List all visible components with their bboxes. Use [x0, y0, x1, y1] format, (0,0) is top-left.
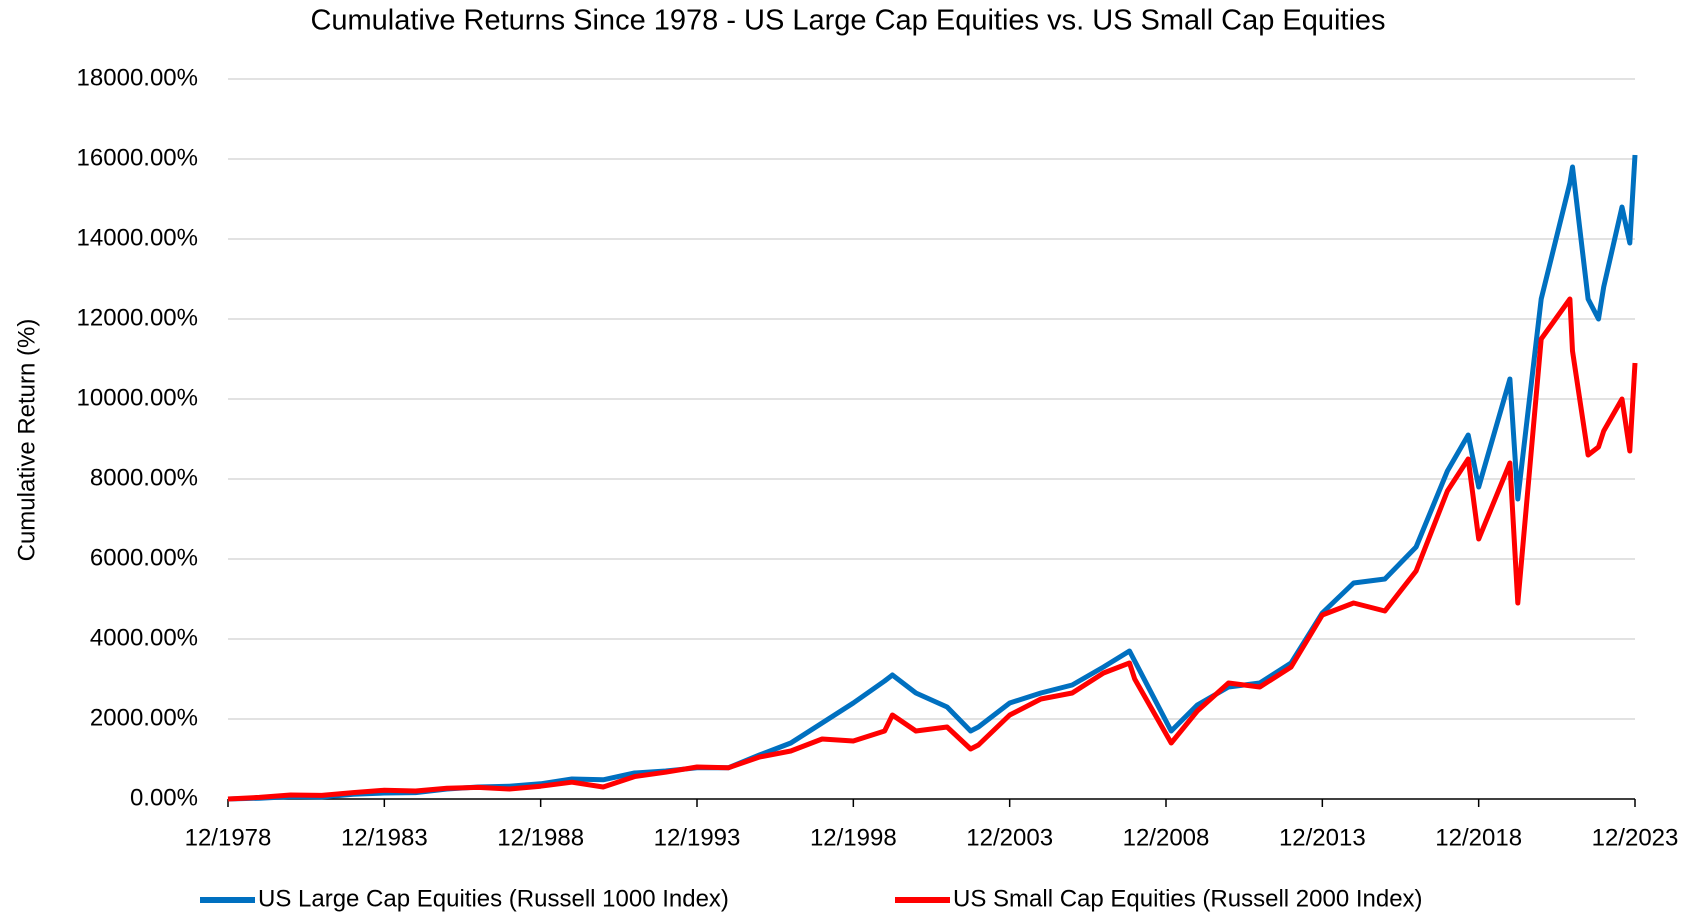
y-tick-label: 2000.00%: [90, 704, 198, 731]
legend-label: US Large Cap Equities (Russell 1000 Inde…: [258, 885, 729, 912]
chart-title: Cumulative Returns Since 1978 - US Large…: [310, 5, 1385, 37]
x-tick-label: 12/2018: [1435, 824, 1522, 851]
y-tick-label: 14000.00%: [77, 224, 198, 251]
x-tick-label: 12/1998: [810, 824, 897, 851]
x-tick-label: 12/1983: [341, 824, 428, 851]
legend-label: US Small Cap Equities (Russell 2000 Inde…: [953, 885, 1423, 912]
x-tick-label: 12/2013: [1279, 824, 1366, 851]
y-tick-label: 12000.00%: [77, 304, 198, 331]
x-tick-label: 12/1988: [497, 824, 584, 851]
y-tick-label: 10000.00%: [77, 384, 198, 411]
x-tick-label: 12/2003: [966, 824, 1053, 851]
y-tick-label: 6000.00%: [90, 544, 198, 571]
y-tick-label: 4000.00%: [90, 624, 198, 651]
y-tick-label: 16000.00%: [77, 144, 198, 171]
x-tick-label: 12/1993: [654, 824, 741, 851]
y-tick-label: 18000.00%: [77, 64, 198, 91]
x-tick-label: 12/2023: [1592, 824, 1679, 851]
x-tick-label: 12/1978: [185, 824, 272, 851]
y-tick-label: 8000.00%: [90, 464, 198, 491]
x-tick-label: 12/2008: [1123, 824, 1210, 851]
y-axis-label: Cumulative Return (%): [13, 319, 40, 562]
y-tick-label: 0.00%: [130, 784, 198, 811]
series-line: [227, 154, 1638, 802]
series-line: [227, 296, 1638, 802]
